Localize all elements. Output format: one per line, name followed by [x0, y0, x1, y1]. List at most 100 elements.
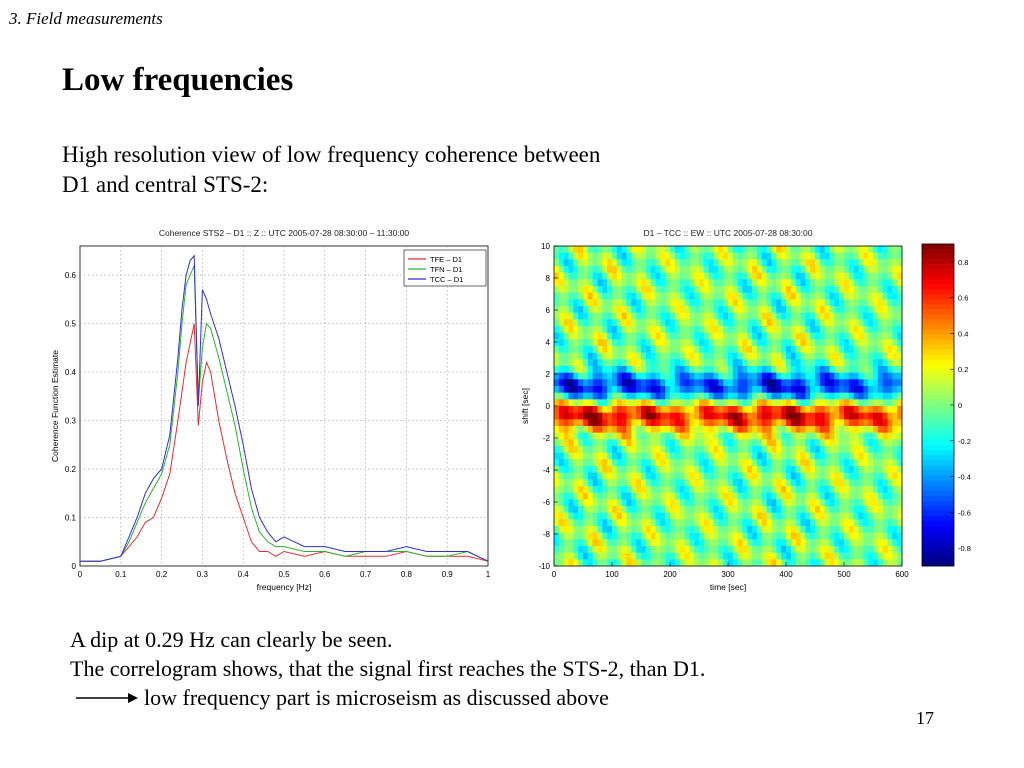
heatmap-cell: [848, 432, 854, 440]
heatmap-cell: [761, 266, 767, 273]
heatmap-cell: [703, 279, 709, 287]
heatmap-cell: [723, 339, 729, 347]
heatmap-cell: [718, 552, 724, 560]
heatmap-cell: [718, 526, 724, 533]
heatmap-cell: [728, 526, 734, 533]
colorbar-step: [922, 399, 954, 406]
heatmap-cell: [621, 326, 627, 333]
heatmap-cell: [626, 432, 632, 440]
heatmap-cell: [650, 439, 656, 447]
heatmap-cell: [887, 279, 893, 287]
heatmap-cell: [670, 259, 676, 267]
heatmap-cell: [665, 439, 671, 447]
heatmap-cell: [771, 312, 777, 320]
heatmap-cell: [742, 266, 748, 273]
heatmap-cell: [868, 259, 874, 267]
heatmap-cell: [795, 406, 801, 413]
heatmap-cell: [694, 546, 700, 553]
heatmap-cell: [573, 286, 579, 293]
heatmap-cell: [554, 346, 560, 353]
heatmap-cell: [674, 332, 680, 340]
heatmap-cell: [670, 299, 676, 307]
heatmap-cell: [829, 419, 835, 427]
heatmap-cell: [882, 286, 888, 293]
heatmap-cell: [602, 532, 608, 540]
heatmap-cell: [718, 366, 724, 373]
heatmap-cell: [742, 372, 748, 380]
heatmap-cell: [853, 412, 859, 420]
colorbar-step: [922, 344, 954, 350]
heatmap-cell: [839, 459, 845, 467]
heatmap-cell: [616, 539, 622, 547]
heatmap-cell: [786, 466, 792, 473]
heatmap-cell: [834, 406, 840, 413]
heatmap-cell: [684, 526, 690, 533]
heatmap-cell: [578, 279, 584, 287]
heatmap-cell: [766, 439, 772, 447]
heatmap-cell: [679, 266, 685, 273]
heatmap-cell: [694, 286, 700, 293]
heatmap-cell: [616, 326, 622, 333]
heatmap-cell: [684, 346, 690, 353]
heatmap-cell: [805, 432, 811, 440]
heatmap-cell: [703, 559, 709, 567]
heatmap-cell: [626, 319, 632, 327]
heatmap-cell: [655, 352, 661, 360]
heatmap-cell: [810, 512, 816, 520]
heatmap-cell: [839, 299, 845, 307]
heatmap-cell: [781, 299, 787, 307]
heatmap-cell: [790, 339, 796, 347]
heatmap-cell: [834, 292, 840, 300]
heatmap-cell: [708, 432, 714, 440]
heatmap-cell: [805, 326, 811, 333]
heatmap-cell: [641, 432, 647, 440]
heatmap-cell: [563, 452, 569, 460]
heatmap-cell: [670, 372, 676, 380]
heatmap-cell: [795, 539, 801, 547]
heatmap-cell: [752, 526, 758, 533]
colorbar-step: [922, 259, 954, 265]
heatmap-cell: [844, 486, 850, 493]
heatmap-cell: [873, 439, 879, 447]
colorbar-step: [922, 294, 954, 300]
heatmap-cell: [636, 492, 642, 500]
colorbar-step: [922, 339, 954, 345]
heatmap-cell: [573, 486, 579, 493]
heatmap-cell: [737, 412, 743, 420]
heatmap-cell: [786, 392, 792, 400]
heatmap-cell: [829, 279, 835, 287]
heatmap-cell: [839, 312, 845, 320]
heatmap-cell: [573, 332, 579, 340]
heatmap-cell: [665, 272, 671, 280]
heatmap-cell: [863, 372, 869, 380]
heatmap-cell: [655, 499, 661, 507]
heatmap-cell: [858, 386, 864, 393]
heatmap-cell: [776, 559, 782, 567]
heatmap-cell: [800, 419, 806, 427]
heatmap-cell: [839, 319, 845, 327]
heatmap-cell: [626, 492, 632, 500]
heatmap-cell: [819, 459, 825, 467]
heatmap-cell: [723, 532, 729, 540]
heatmap-cell: [776, 532, 782, 540]
heatmap-cell: [800, 439, 806, 447]
heatmap-cell: [563, 486, 569, 493]
heatmap-cell: [592, 366, 598, 373]
heatmap-cell: [897, 286, 903, 293]
heatmap-cell: [660, 539, 666, 547]
heatmap-cell: [679, 539, 685, 547]
heatmap-cell: [766, 366, 772, 373]
heatmap-cell: [728, 472, 734, 480]
heatmap-cell: [732, 346, 738, 353]
heatmap-cell: [742, 292, 748, 300]
heatmap-cell: [689, 319, 695, 327]
heatmap-cell: [829, 526, 835, 533]
heatmap-cell: [631, 299, 637, 307]
heatmap-cell: [790, 366, 796, 373]
heatmap-cell: [655, 406, 661, 413]
heatmap-cell: [699, 246, 705, 253]
heatmap-cell: [868, 266, 874, 273]
heatmap-cell: [713, 479, 719, 487]
heatmap-cell: [718, 392, 724, 400]
heatmap-cell: [868, 399, 874, 407]
